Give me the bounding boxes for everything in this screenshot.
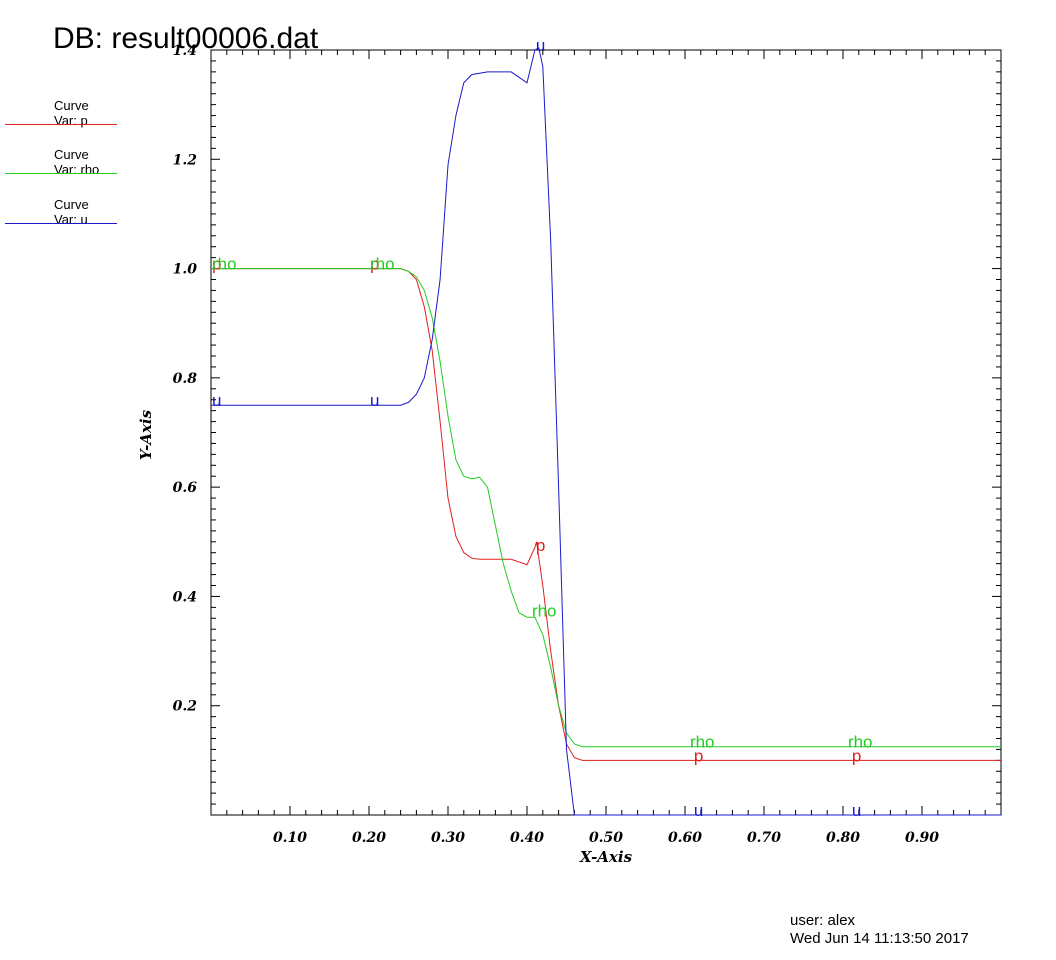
plot-frame	[210, 49, 1002, 816]
legend-curve-label: Curve	[54, 197, 89, 212]
legend-curve-label: Curve	[54, 147, 89, 162]
y-tick-label: 1.4	[173, 43, 197, 59]
curve-label-p: p	[370, 255, 379, 274]
footer-user: user: alex	[790, 912, 856, 929]
y-tick-label: 0.6	[173, 480, 198, 496]
legend-line-rho	[5, 173, 117, 174]
curve-label-rho: rho	[370, 255, 395, 274]
y-tick-label: 1.0	[173, 262, 198, 278]
series-line-rho	[211, 268, 1001, 748]
x-tick-label: 0.90	[905, 830, 939, 846]
footer: user: alex Wed Jun 14 11:13:50 2017	[790, 912, 969, 948]
legend-item-u: Curve Var: u	[5, 197, 117, 227]
series-layer	[211, 47, 1001, 816]
x-tick-label: 0.30	[431, 830, 465, 846]
axes: 0.10 0.20 0.30 0.40 0.50 0.60 0.70 0.80 0.90 0.2 0…	[173, 43, 1002, 846]
y-tick-label: 0.8	[173, 371, 198, 387]
curve-label-p: p	[694, 746, 703, 765]
legend-curve-label: Curve	[54, 98, 89, 113]
curve-label-u: u	[852, 801, 861, 820]
curve-label-rho: rho	[212, 255, 237, 274]
curve-label-p: p	[536, 536, 545, 555]
curve-label-rho: rho	[690, 733, 715, 752]
curve-label-p: p	[212, 255, 221, 274]
series-line-u	[211, 47, 1001, 816]
curve-label-rho: rho	[532, 602, 557, 621]
legend-line-u	[5, 223, 117, 224]
curve-label-u: u	[694, 801, 703, 820]
curve-label-u: u	[536, 36, 545, 55]
x-tick-label: 0.20	[352, 830, 386, 846]
footer-timestamp: Wed Jun 14 11:13:50 2017	[790, 930, 969, 947]
curve-label-u: u	[370, 391, 379, 410]
y-tick-label: 0.4	[173, 589, 197, 605]
curve-label-p: p	[852, 746, 861, 765]
x-tick-label: 0.50	[589, 830, 623, 846]
x-axis-title: X-Axis	[579, 848, 633, 866]
curve-label-u: u	[212, 391, 221, 410]
legend-line-p	[5, 124, 117, 125]
legend-item-rho: Curve Var: rho	[5, 147, 117, 177]
y-axis-title: Y-Axis	[137, 409, 155, 460]
curve-label-rho: rho	[848, 733, 873, 752]
legend-item-p: Curve Var: p	[5, 98, 117, 128]
y-tick-label: 0.2	[173, 699, 198, 715]
x-tick-label: 0.10	[273, 830, 307, 846]
x-tick-label: 0.80	[826, 830, 860, 846]
y-tick-label: 1.2	[173, 152, 198, 168]
x-tick-label: 0.60	[668, 830, 702, 846]
x-tick-label: 0.70	[747, 830, 781, 846]
x-tick-label: 0.40	[510, 830, 544, 846]
series-line-p	[211, 268, 1001, 761]
